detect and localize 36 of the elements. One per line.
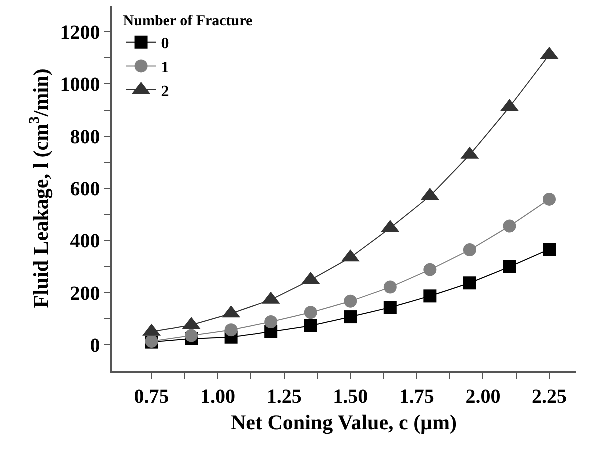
y-tick-label: 1200: [60, 22, 100, 44]
point: [304, 306, 318, 320]
x-tick-label: 2.25: [532, 386, 567, 408]
point: [503, 220, 516, 233]
point: [384, 301, 397, 314]
point: [185, 329, 198, 342]
point: [542, 192, 556, 206]
legend-label: 2: [161, 83, 170, 100]
point: [384, 280, 397, 294]
point: [463, 244, 476, 257]
point: [344, 310, 358, 324]
point: [304, 319, 318, 332]
point: [424, 290, 437, 303]
legend-label: 1: [161, 59, 170, 76]
y-tick-label: 0: [90, 334, 100, 357]
y-tick-label: 200: [70, 282, 100, 305]
point: [224, 324, 238, 337]
point: [424, 263, 437, 276]
x-axis-title: Net Coning Value, c (μm): [231, 410, 457, 434]
point: [264, 315, 278, 328]
x-tick-label: 0.75: [134, 386, 170, 408]
y-tick-label: 1000: [60, 74, 100, 96]
x-tick-label: 1.75: [399, 386, 434, 408]
y-tick-label: 600: [70, 178, 100, 200]
x-tick-label: 1.00: [200, 386, 236, 408]
y-tick-label: 400: [70, 230, 100, 253]
x-tick-label: 1.25: [266, 386, 302, 408]
point: [463, 276, 476, 290]
point: [503, 260, 516, 274]
x-tick-label: 2.00: [466, 386, 501, 408]
legend-label: 0: [161, 36, 170, 53]
legend-title: Number of Fracture: [123, 14, 254, 30]
point: [542, 243, 556, 256]
x-tick-label: 1.50: [333, 386, 368, 408]
y-tick-label: 800: [70, 126, 100, 148]
point: [344, 294, 358, 308]
